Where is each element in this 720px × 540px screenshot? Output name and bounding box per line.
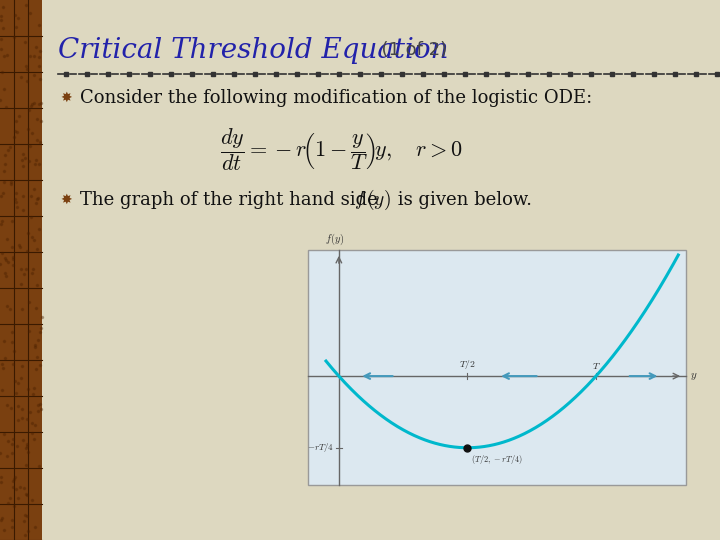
Bar	[308, 250, 686, 485]
Text: ✸: ✸	[60, 193, 72, 207]
Text: $T/2$: $T/2$	[459, 358, 476, 371]
Text: $-rT/4$: $-rT/4$	[307, 441, 334, 454]
Text: ✸: ✸	[60, 91, 72, 105]
Text: $T$: $T$	[592, 361, 600, 371]
Text: Critical Threshold Equation: Critical Threshold Equation	[58, 37, 449, 64]
Text: Consider the following modification of the logistic ODE:: Consider the following modification of t…	[80, 89, 593, 107]
Text: $y$: $y$	[690, 370, 698, 382]
Text: $\dfrac{dy}{dt} = -r\!\left(1-\dfrac{y}{T}\right)\!y,\quad r>0$: $\dfrac{dy}{dt} = -r\!\left(1-\dfrac{y}{…	[220, 126, 462, 173]
Text: $f\,(y)$: $f\,(y)$	[354, 188, 391, 212]
Text: is given below.: is given below.	[392, 191, 532, 209]
Text: $f(y)$: $f(y)$	[325, 232, 344, 247]
Text: The graph of the right hand side: The graph of the right hand side	[80, 191, 384, 209]
Bar	[0, 0, 42, 540]
Text: (1 of 2): (1 of 2)	[370, 41, 447, 59]
Text: $(T/2,\,-rT/4)$: $(T/2,\,-rT/4)$	[472, 453, 523, 465]
